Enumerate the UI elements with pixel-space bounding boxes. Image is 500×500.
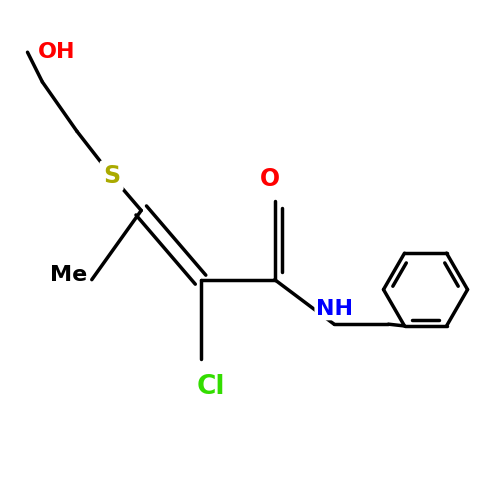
- Text: S: S: [103, 164, 120, 188]
- Text: Cl: Cl: [196, 374, 224, 400]
- Text: Me: Me: [50, 264, 87, 284]
- Text: NH: NH: [316, 299, 352, 319]
- Text: OH: OH: [38, 42, 75, 62]
- Text: O: O: [260, 166, 280, 190]
